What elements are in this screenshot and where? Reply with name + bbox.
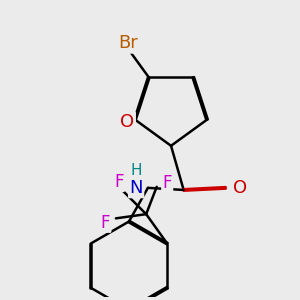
Text: N: N [129, 179, 143, 197]
Text: O: O [120, 113, 134, 131]
Text: H: H [130, 163, 142, 178]
Text: O: O [233, 179, 248, 197]
Text: Br: Br [118, 34, 138, 52]
Text: F: F [114, 173, 124, 191]
Text: F: F [100, 214, 110, 232]
Text: F: F [163, 174, 172, 192]
